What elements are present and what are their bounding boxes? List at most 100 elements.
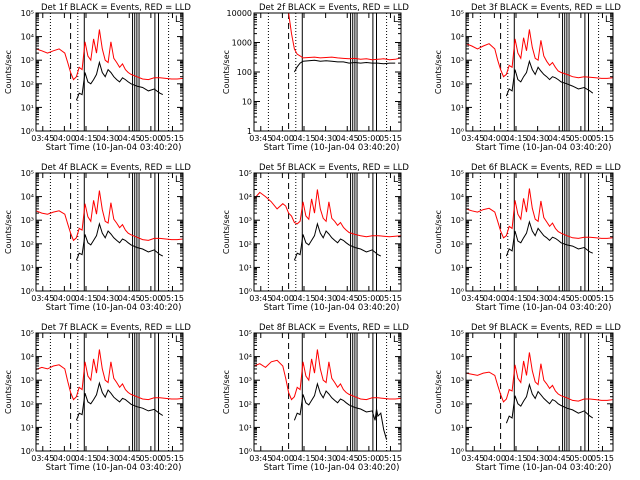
- x-tick-label: 04:30: [96, 134, 119, 143]
- x-tick-label: 04:30: [314, 294, 337, 303]
- y-tick-label: 10⁰: [239, 447, 252, 456]
- series-line-lld: [35, 29, 184, 81]
- x-tick-label: 04:15: [504, 454, 527, 463]
- x-tick-label: 03:45: [461, 134, 484, 143]
- x-tick-label: 04:15: [74, 134, 97, 143]
- x-tick-label: 05:00: [569, 454, 592, 463]
- x-tick-label: 04:00: [271, 294, 294, 303]
- x-tick-label: 04:00: [483, 294, 506, 303]
- y-tick-label: 10⁰: [239, 287, 252, 296]
- y-tick-label: 10²: [21, 400, 34, 409]
- y-axis-label: Counts/sec: [222, 50, 231, 94]
- x-tick-label: 05:00: [357, 294, 380, 303]
- corner-mark: L: [605, 175, 610, 185]
- x-axis-label: Start Time (10-Jan-04 03:40:20): [264, 143, 400, 153]
- y-tick-label: 10: [242, 98, 252, 107]
- y-tick-label: 10⁴: [451, 193, 464, 202]
- series-line-lld: [253, 349, 402, 401]
- x-tick-label: 03:45: [31, 294, 54, 303]
- series-line-events: [75, 60, 164, 101]
- y-tick-label: 10⁵: [21, 169, 34, 178]
- y-tick-label: 10⁵: [21, 329, 34, 338]
- series-line-events: [293, 222, 382, 261]
- x-tick-label: 04:00: [483, 454, 506, 463]
- x-tick-label: 04:15: [292, 454, 315, 463]
- panel-2f: Det 2f BLACK = Events, RED = LLDL03:4504…: [222, 3, 409, 153]
- y-tick-label: 10⁵: [451, 329, 464, 338]
- y-tick-label: 10²: [21, 240, 34, 249]
- y-tick-label: 10⁴: [21, 33, 34, 42]
- y-axis-label: Counts/sec: [222, 370, 231, 414]
- x-tick-label: 05:15: [591, 294, 614, 303]
- y-tick-label: 10³: [451, 376, 464, 385]
- corner-mark: L: [175, 175, 180, 185]
- panel-7f: Det 7f BLACK = Events, RED = LLDL03:4504…: [4, 323, 191, 473]
- y-tick-label: 10³: [21, 376, 34, 385]
- corner-mark: L: [175, 15, 180, 25]
- x-tick-label: 05:00: [139, 134, 162, 143]
- y-tick-label: 10²: [451, 400, 464, 409]
- y-tick-label: 10³: [239, 376, 252, 385]
- x-tick-label: 04:30: [526, 454, 549, 463]
- series-line-lld: [465, 29, 614, 79]
- x-tick-label: 04:45: [118, 294, 141, 303]
- x-axis-label: Start Time (10-Jan-04 03:40:20): [476, 463, 612, 473]
- x-tick-label: 04:30: [314, 454, 337, 463]
- x-tick-label: 05:00: [139, 294, 162, 303]
- panel-8f: Det 8f BLACK = Events, RED = LLDL03:4504…: [222, 323, 409, 473]
- x-tick-label: 03:45: [461, 294, 484, 303]
- x-tick-label: 04:45: [548, 294, 571, 303]
- series-line-events: [505, 220, 593, 257]
- x-tick-label: 05:15: [161, 294, 184, 303]
- panel-title: Det 4f BLACK = Events, RED = LLD: [41, 163, 191, 173]
- x-axis-label: Start Time (10-Jan-04 03:40:20): [46, 303, 182, 313]
- plot-frame: [465, 12, 614, 132]
- x-tick-label: 03:45: [249, 454, 272, 463]
- x-tick-label: 04:45: [118, 134, 141, 143]
- y-tick-label: 10⁵: [451, 9, 464, 18]
- x-tick-label: 04:30: [314, 134, 337, 143]
- y-tick-label: 10⁵: [451, 169, 464, 178]
- panel-title: Det 8f BLACK = Events, RED = LLD: [259, 323, 409, 333]
- x-tick-label: 03:45: [31, 134, 54, 143]
- panel-9f: Det 9f BLACK = Events, RED = LLDL03:4504…: [434, 323, 621, 473]
- panel-title: Det 3f BLACK = Events, RED = LLD: [471, 3, 621, 13]
- panel-title: Det 1f BLACK = Events, RED = LLD: [41, 3, 191, 13]
- y-tick-label: 10000: [227, 9, 252, 18]
- x-tick-label: 04:15: [292, 294, 315, 303]
- x-tick-label: 04:45: [548, 134, 571, 143]
- x-tick-label: 05:00: [357, 454, 380, 463]
- x-tick-label: 04:15: [74, 294, 97, 303]
- y-tick-label: 10¹: [21, 423, 34, 432]
- panel-title: Det 2f BLACK = Events, RED = LLD: [259, 3, 409, 13]
- x-tick-label: 03:45: [249, 134, 272, 143]
- series-line-events: [75, 222, 164, 261]
- y-axis-label: Counts/sec: [4, 370, 13, 414]
- y-tick-label: 10⁴: [21, 193, 34, 202]
- corner-mark: L: [605, 335, 610, 345]
- x-tick-label: 05:00: [569, 294, 592, 303]
- plot-frame: [465, 332, 614, 452]
- y-tick-label: 10¹: [21, 103, 34, 112]
- y-tick-label: 10⁵: [239, 329, 252, 338]
- panel-6f: Det 6f BLACK = Events, RED = LLDL03:4504…: [434, 163, 621, 313]
- corner-mark: L: [393, 335, 398, 345]
- x-axis-label: Start Time (10-Jan-04 03:40:20): [46, 463, 182, 473]
- series-line-lld: [35, 349, 184, 401]
- x-axis-label: Start Time (10-Jan-04 03:40:20): [476, 143, 612, 153]
- y-axis-label: Counts/sec: [434, 210, 443, 254]
- x-tick-label: 04:00: [271, 454, 294, 463]
- y-tick-label: 10⁰: [21, 127, 34, 136]
- x-tick-label: 05:00: [357, 134, 380, 143]
- plot-frame: [35, 12, 184, 132]
- x-tick-label: 04:15: [504, 134, 527, 143]
- y-tick-label: 10³: [239, 216, 252, 225]
- plot-frame: [35, 172, 184, 292]
- x-tick-label: 04:00: [53, 294, 76, 303]
- x-tick-label: 04:45: [336, 294, 359, 303]
- series-line-lld: [35, 190, 184, 242]
- x-tick-label: 04:15: [74, 454, 97, 463]
- y-tick-label: 100: [237, 68, 252, 77]
- y-tick-label: 10⁰: [21, 447, 34, 456]
